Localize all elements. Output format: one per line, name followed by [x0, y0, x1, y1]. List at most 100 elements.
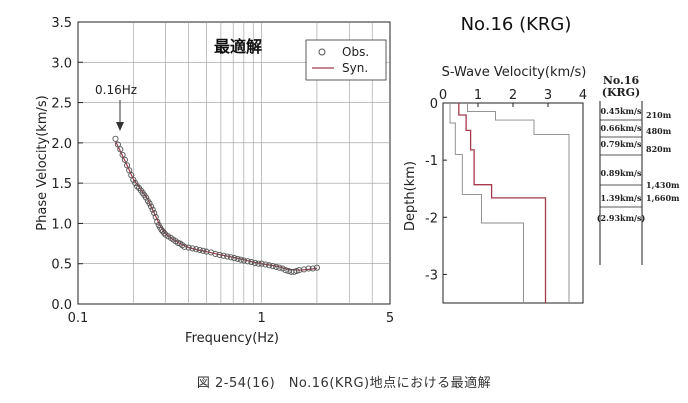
- layer-depth-label: 1,430m: [646, 180, 680, 190]
- layer-depth-label: 820m: [646, 144, 672, 154]
- obs-data-point: [112, 135, 119, 142]
- layer-velocity-label: 0.89km/s: [601, 168, 642, 178]
- model-title-line2: (KRG): [602, 86, 641, 99]
- obs-data-point: [181, 243, 188, 250]
- left-x-axis-label: Frequency(Hz): [185, 331, 279, 346]
- obs-data-point: [258, 260, 265, 267]
- left-y-tick-label: 2.5: [51, 97, 72, 112]
- left-y-tick-label: 3.0: [51, 56, 72, 71]
- obs-data-point: [196, 246, 203, 254]
- obs-data-point: [189, 245, 196, 252]
- obs-data-point: [130, 176, 137, 183]
- right-chart-title: S-Wave Velocity(km/s): [442, 65, 587, 80]
- layer-velocity-label: 0.66km/s: [601, 123, 642, 133]
- left-y-tick-label: 1.5: [51, 177, 72, 192]
- obs-data-point: [237, 256, 244, 263]
- obs-data-point: [212, 250, 219, 258]
- layer-depth-label: 1,660m: [646, 193, 680, 203]
- obs-data-point: [273, 263, 280, 270]
- obs-data-point: [117, 146, 124, 153]
- legend-obs-marker: [318, 48, 326, 56]
- obs-data-point: [146, 200, 153, 207]
- obs-data-point: [148, 203, 155, 210]
- obs-data-point: [132, 180, 139, 187]
- right-x-tick-label: 3: [544, 88, 552, 103]
- obs-data-point: [248, 259, 255, 266]
- obs-data-point: [240, 257, 247, 264]
- right-x-tick-label: 1: [474, 88, 482, 103]
- upper-bound-profile-line: [467, 103, 570, 303]
- obs-data-point: [269, 263, 276, 270]
- left-tick-labels: 0.0 0.5 1.0 1.5 2.0 2.5 3.0 3.5 0.1 1 5: [51, 16, 394, 326]
- right-y-tick-label: -3: [425, 268, 438, 283]
- legend-syn-label: Syn.: [342, 61, 368, 75]
- obs-data-point: [143, 194, 150, 201]
- obs-data-point: [262, 261, 269, 268]
- right-plot-frame: [442, 102, 584, 304]
- syn-series-line: [114, 140, 317, 271]
- left-y-tick-label: 3.5: [51, 16, 72, 31]
- obs-data-point: [193, 246, 200, 253]
- obs-data-point: [305, 265, 312, 272]
- site-title: No.16 (KRG): [461, 14, 572, 35]
- model-title-line1: No.16: [603, 74, 640, 87]
- frequency-annotation: 0.16Hz: [95, 83, 137, 97]
- obs-data-point: [234, 255, 241, 262]
- obs-data-point: [251, 259, 259, 266]
- left-y-tick-label: 0.5: [51, 258, 72, 273]
- obs-data-point: [119, 151, 126, 158]
- left-y-tick-label: 2.0: [51, 137, 72, 152]
- obs-data-point: [151, 209, 158, 217]
- obs-data-point: [114, 141, 121, 148]
- obs-data-point: [227, 254, 234, 261]
- legend-obs-label: Obs.: [342, 45, 369, 59]
- obs-data-point: [224, 253, 231, 260]
- left-plot-frame: [77, 21, 391, 305]
- right-y-tick-label: -2: [425, 211, 438, 226]
- obs-data-point: [293, 267, 300, 275]
- left-y-axis-label: Phase Velocity(km/s): [35, 95, 50, 230]
- obs-data-point: [149, 206, 156, 213]
- obs-data-point: [309, 265, 316, 272]
- right-x-tick-label: 4: [579, 88, 587, 103]
- left-x-tick-label: 0.1: [68, 311, 89, 326]
- right-y-axis-label: Depth(km): [403, 161, 418, 231]
- layer-velocity-label: (2.93km/s): [597, 213, 646, 223]
- left-y-tick-label: 0.0: [51, 298, 72, 313]
- best-fit-profile-line: [458, 103, 547, 303]
- obs-data-point: [282, 267, 289, 274]
- obs-data-point: [200, 247, 207, 254]
- model-rows: 0.45km/s 0.66km/s 0.79km/s 0.89km/s 1.39km/s…: [597, 106, 680, 223]
- obs-data-point: [279, 265, 286, 272]
- obs-data-point: [154, 218, 161, 225]
- obs-data-point: [185, 244, 192, 251]
- left-x-tick-label: 5: [386, 311, 394, 326]
- layer-velocity-label: 0.79km/s: [601, 139, 642, 149]
- layer-depth-label: 210m: [646, 110, 672, 120]
- left-chart-marks: [112, 135, 320, 275]
- obs-data-point: [244, 258, 251, 265]
- obs-data-point: [124, 162, 131, 169]
- obs-data-point: [300, 266, 308, 273]
- layer-velocity-label: 1.39km/s: [601, 193, 642, 203]
- layer-velocity-label: 0.45km/s: [601, 106, 642, 116]
- phase-velocity-chart: 0.0 0.5 1.0 1.5 2.0 2.5 3.0 3.5 0.1 1 5 最適解 Freque…: [35, 16, 394, 346]
- obs-data-point: [231, 255, 238, 262]
- layer-model-column: No.16 (KRG) 0.45km/s 0.66km/s 0.79km/s 0.89…: [597, 74, 680, 265]
- layer-depth-label: 480m: [646, 126, 672, 136]
- lower-bound-profile-line: [449, 103, 524, 303]
- velocity-profile-chart: 0 1 2 3 4 0 -1 -2 -3 S-Wave Velocity(km/s) Depth…: [403, 65, 587, 304]
- obs-data-point: [313, 264, 320, 271]
- right-chart-marks: [449, 103, 570, 303]
- figure-caption: 図 2-54(16) No.16(KRG)地点における最適解: [196, 376, 492, 391]
- right-x-tick-label: 2: [509, 88, 517, 103]
- right-y-tick-label: -1: [425, 154, 438, 169]
- legend: Obs. Syn.: [305, 39, 387, 81]
- left-chart-title: 最適解: [214, 37, 262, 56]
- obs-data-point: [266, 262, 273, 269]
- obs-data-point: [203, 248, 210, 255]
- obs-data-point: [216, 251, 223, 258]
- annotation-arrow: [116, 100, 124, 131]
- left-y-tick-label: 1.0: [51, 217, 72, 232]
